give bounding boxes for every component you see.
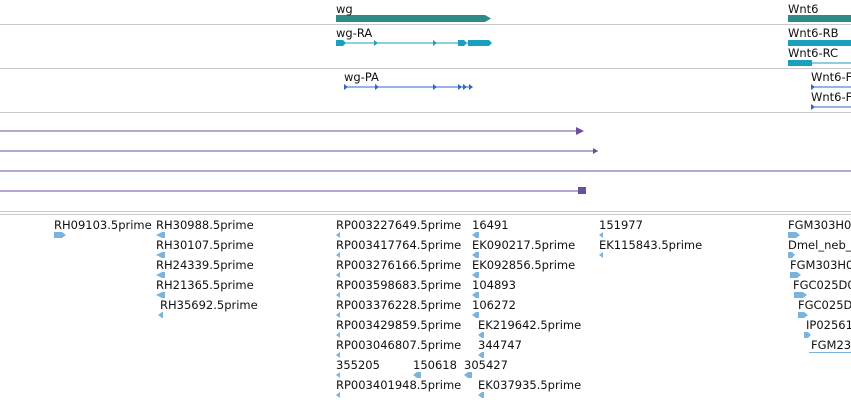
- alignment-line-1[interactable]: [0, 127, 584, 135]
- est-label[interactable]: 355205: [336, 358, 380, 372]
- est-arrows: [54, 232, 851, 398]
- transcript-label-wnt6-rc[interactable]: Wnt6-RC: [788, 46, 839, 60]
- est-label[interactable]: EK037935.5prime: [478, 378, 582, 392]
- alignment-line-2[interactable]: [0, 148, 598, 154]
- est-label[interactable]: RP003401948.5prime: [336, 378, 462, 392]
- est-label[interactable]: EK092856.5prime: [472, 258, 576, 272]
- protein-wnt6-pa-2-glyph[interactable]: [811, 104, 851, 110]
- est-label[interactable]: Dmel_neb_: [788, 238, 851, 252]
- est-label[interactable]: RH21365.5prime: [156, 278, 254, 292]
- protein-wnt6-pa-1-glyph[interactable]: [811, 84, 851, 90]
- est-label[interactable]: FGM23: [811, 338, 851, 352]
- track-divider-proteins: [0, 112, 851, 113]
- est-label[interactable]: IP02561: [806, 318, 851, 332]
- protein-label-wnt6-pa-2[interactable]: Wnt6-F: [811, 90, 851, 104]
- gene-wnt6-glyph[interactable]: [788, 15, 851, 22]
- track-divider-genes: [0, 24, 851, 25]
- est-label[interactable]: EK115843.5prime: [599, 238, 703, 252]
- est-label[interactable]: RP003417764.5prime: [336, 238, 462, 252]
- est-label[interactable]: RP003046807.5prime: [336, 338, 462, 352]
- est-label[interactable]: 344747: [478, 338, 522, 352]
- track-divider-alignments: [0, 211, 851, 212]
- est-label[interactable]: RP003376228.5prime: [336, 298, 462, 312]
- protein-label-wg-pa[interactable]: wg-PA: [344, 70, 379, 84]
- transcript-label-wnt6-rb[interactable]: Wnt6-RB: [788, 26, 839, 40]
- est-label[interactable]: 104893: [472, 278, 516, 292]
- est-label[interactable]: 16491: [472, 218, 509, 232]
- protein-wg-pa-glyph[interactable]: [344, 84, 473, 90]
- transcript-label-wg-ra[interactable]: wg-RA: [336, 26, 373, 40]
- est-label[interactable]: FGC025D0: [793, 278, 851, 292]
- track-divider-transcripts: [0, 68, 851, 69]
- est-label[interactable]: FGM303H0: [788, 218, 851, 232]
- gene-label-wg[interactable]: wg: [336, 2, 353, 16]
- transcript-wnt6-rb-glyph[interactable]: [788, 40, 851, 46]
- est-label[interactable]: RH24339.5prime: [156, 258, 254, 272]
- est-label[interactable]: RP003598683.5prime: [336, 278, 462, 292]
- track-divider-ests: [0, 214, 851, 215]
- est-label[interactable]: RP003276166.5prime: [336, 258, 462, 272]
- alignment-line-4[interactable]: [0, 187, 586, 194]
- est-label[interactable]: RP003429859.5prime: [336, 318, 462, 332]
- est-label[interactable]: RH30988.5prime: [156, 218, 254, 232]
- est-label[interactable]: RH09103.5prime: [54, 218, 152, 232]
- est-label[interactable]: 106272: [472, 298, 516, 312]
- gene-label-wnt6[interactable]: Wnt6: [788, 2, 819, 16]
- protein-label-wnt6-pa-1[interactable]: Wnt6-F: [811, 70, 851, 84]
- est-label[interactable]: RP003227649.5prime: [336, 218, 462, 232]
- transcript-wnt6-rc-glyph[interactable]: [788, 60, 851, 66]
- est-label[interactable]: FGC025D: [798, 298, 851, 312]
- gene-wg-glyph[interactable]: [336, 15, 491, 22]
- est-label[interactable]: EK219642.5prime: [478, 318, 582, 332]
- est-label[interactable]: EK090217.5prime: [472, 238, 576, 252]
- est-label[interactable]: RH35692.5prime: [160, 298, 258, 312]
- est-label[interactable]: 151977: [599, 218, 643, 232]
- est-label[interactable]: FGM303H0: [790, 258, 851, 272]
- transcript-wg-ra-glyph[interactable]: [336, 40, 492, 46]
- est-label[interactable]: RH30107.5prime: [156, 238, 254, 252]
- est-label[interactable]: 150618: [413, 358, 457, 372]
- est-label[interactable]: 305427: [464, 358, 508, 372]
